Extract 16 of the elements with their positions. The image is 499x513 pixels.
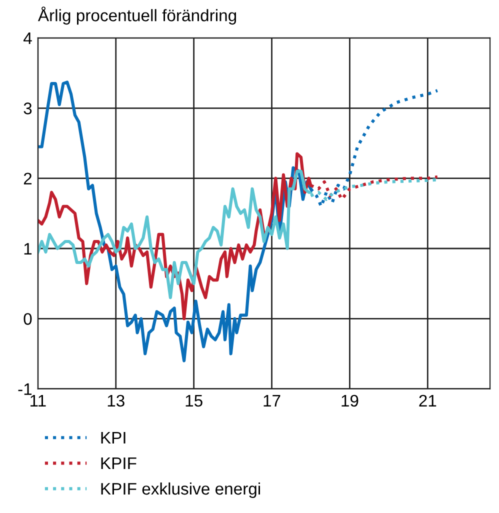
x-tick-label: 21 (419, 394, 436, 406)
x-tick-label: 17 (264, 395, 280, 406)
x-tick-label: 13 (108, 394, 124, 407)
y-tick-label: 4 (23, 32, 32, 44)
y-tick-label: 0 (24, 313, 32, 325)
y-tick-label: -1 (18, 383, 32, 395)
legend-label: KPIF exklusive energi (101, 482, 260, 498)
y-tick-label: 2 (24, 172, 32, 184)
y-tick-label: 3 (24, 102, 32, 114)
x-tick-label: 11 (30, 395, 46, 406)
x-tick-label: 15 (186, 395, 202, 407)
legend-label: KPIF (101, 458, 136, 470)
x-tick-label: 19 (342, 394, 358, 407)
legend-label: KPI (101, 432, 126, 444)
chart-subtitle: Årlig procentuell förändring (38, 6, 236, 25)
y-tick-label: 1 (24, 243, 32, 255)
